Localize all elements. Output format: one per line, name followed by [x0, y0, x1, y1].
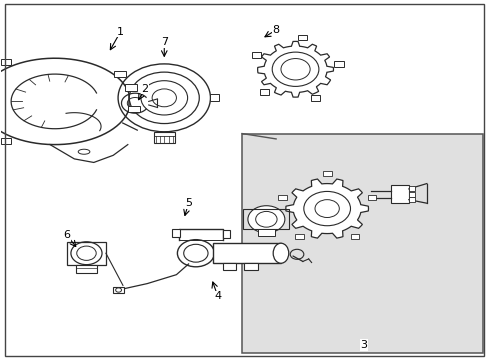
Bar — [242, 134, 482, 353]
Bar — [367, 195, 376, 201]
Ellipse shape — [273, 243, 288, 263]
Bar — [350, 234, 359, 239]
Bar — [277, 195, 286, 201]
Bar — [297, 35, 306, 40]
Ellipse shape — [78, 149, 90, 154]
Bar — [222, 263, 236, 270]
Bar — [212, 243, 281, 263]
Bar — [76, 265, 97, 273]
Text: 4: 4 — [214, 291, 221, 301]
Circle shape — [281, 59, 309, 80]
Circle shape — [272, 52, 318, 86]
Circle shape — [314, 200, 339, 217]
Bar — [125, 84, 137, 90]
Circle shape — [152, 89, 176, 107]
Circle shape — [141, 81, 187, 115]
Circle shape — [255, 211, 277, 227]
Text: 6: 6 — [63, 230, 70, 240]
Circle shape — [118, 64, 210, 132]
Text: 7: 7 — [161, 37, 167, 48]
Bar — [171, 229, 180, 237]
Bar — [153, 132, 175, 143]
Bar — [114, 71, 125, 77]
Circle shape — [247, 206, 285, 233]
Text: 2: 2 — [141, 84, 148, 94]
Bar — [244, 263, 258, 270]
Bar — [322, 171, 331, 176]
Circle shape — [71, 242, 102, 265]
Circle shape — [129, 72, 199, 123]
Bar — [390, 185, 408, 203]
Bar — [210, 94, 219, 102]
Circle shape — [77, 246, 96, 260]
Polygon shape — [285, 179, 368, 238]
Text: 3: 3 — [359, 340, 366, 350]
Text: 1: 1 — [117, 27, 124, 37]
Bar — [251, 52, 261, 58]
Bar — [1, 59, 11, 65]
Circle shape — [116, 288, 121, 292]
Bar — [1, 138, 11, 144]
Bar — [113, 287, 123, 293]
Bar — [408, 192, 414, 197]
Bar — [310, 95, 320, 101]
Bar — [294, 234, 303, 239]
Bar — [222, 230, 230, 238]
Ellipse shape — [177, 240, 214, 267]
Bar — [128, 106, 140, 112]
Circle shape — [303, 192, 350, 226]
Bar — [408, 197, 414, 202]
Bar — [67, 242, 106, 265]
Text: 8: 8 — [272, 25, 279, 35]
Text: 5: 5 — [184, 198, 192, 208]
Bar — [259, 89, 269, 95]
Bar — [257, 229, 275, 237]
Bar — [333, 61, 343, 67]
Bar — [408, 186, 414, 192]
Ellipse shape — [183, 244, 207, 262]
Bar — [243, 209, 288, 229]
Polygon shape — [257, 41, 333, 97]
